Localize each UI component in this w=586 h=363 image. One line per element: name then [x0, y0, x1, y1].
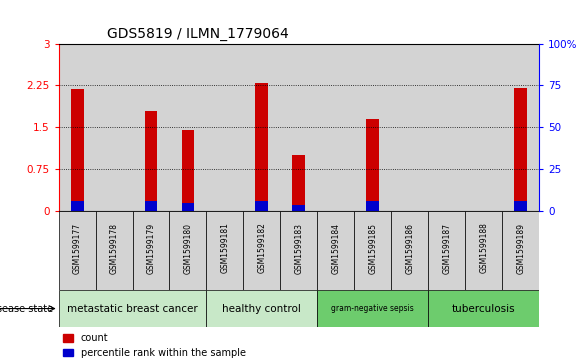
- Bar: [502, 44, 539, 211]
- Bar: [145, 201, 158, 211]
- Legend: count, percentile rank within the sample: count, percentile rank within the sample: [63, 333, 246, 358]
- Bar: [59, 290, 206, 327]
- Bar: [206, 44, 243, 211]
- Bar: [428, 290, 539, 327]
- Bar: [318, 290, 428, 327]
- Bar: [366, 201, 379, 211]
- Text: GSM1599180: GSM1599180: [183, 223, 192, 273]
- Text: disease state: disease state: [0, 303, 53, 314]
- Text: GSM1599188: GSM1599188: [479, 223, 488, 273]
- Bar: [206, 211, 243, 290]
- Bar: [280, 211, 318, 290]
- Bar: [280, 44, 318, 211]
- Bar: [243, 211, 280, 290]
- Bar: [355, 44, 391, 211]
- Bar: [96, 44, 132, 211]
- Bar: [243, 44, 280, 211]
- Bar: [96, 211, 132, 290]
- Text: GSM1599179: GSM1599179: [146, 223, 155, 274]
- Text: GSM1599184: GSM1599184: [331, 223, 340, 273]
- Text: GSM1599189: GSM1599189: [516, 223, 525, 273]
- Text: GSM1599187: GSM1599187: [442, 223, 451, 273]
- Text: GSM1599183: GSM1599183: [294, 223, 304, 273]
- Bar: [59, 44, 96, 211]
- Bar: [514, 88, 527, 211]
- Bar: [145, 111, 158, 211]
- Bar: [70, 201, 84, 211]
- Text: healthy control: healthy control: [223, 303, 301, 314]
- Bar: [318, 44, 355, 211]
- Bar: [132, 211, 169, 290]
- Bar: [132, 44, 169, 211]
- Bar: [391, 44, 428, 211]
- Text: GSM1599182: GSM1599182: [257, 223, 267, 273]
- Bar: [514, 201, 527, 211]
- Bar: [428, 44, 465, 211]
- Text: GDS5819 / ILMN_1779064: GDS5819 / ILMN_1779064: [107, 27, 288, 41]
- Bar: [292, 205, 305, 211]
- Bar: [465, 211, 502, 290]
- Bar: [318, 211, 355, 290]
- Bar: [182, 130, 195, 211]
- Text: GSM1599185: GSM1599185: [368, 223, 377, 273]
- Bar: [70, 89, 84, 211]
- Text: GSM1599186: GSM1599186: [406, 223, 414, 273]
- Bar: [465, 44, 502, 211]
- Text: GSM1599177: GSM1599177: [73, 223, 81, 274]
- Text: GSM1599181: GSM1599181: [220, 223, 230, 273]
- Bar: [502, 211, 539, 290]
- Text: tuberculosis: tuberculosis: [452, 303, 516, 314]
- Bar: [355, 211, 391, 290]
- Bar: [292, 155, 305, 211]
- Bar: [366, 119, 379, 211]
- Bar: [169, 211, 206, 290]
- Text: metastatic breast cancer: metastatic breast cancer: [67, 303, 198, 314]
- Bar: [391, 211, 428, 290]
- Bar: [255, 82, 268, 211]
- Bar: [206, 290, 318, 327]
- Bar: [169, 44, 206, 211]
- Text: gram-negative sepsis: gram-negative sepsis: [332, 304, 414, 313]
- Bar: [59, 211, 96, 290]
- Bar: [182, 203, 195, 211]
- Bar: [428, 211, 465, 290]
- Text: GSM1599178: GSM1599178: [110, 223, 118, 273]
- Bar: [255, 201, 268, 211]
